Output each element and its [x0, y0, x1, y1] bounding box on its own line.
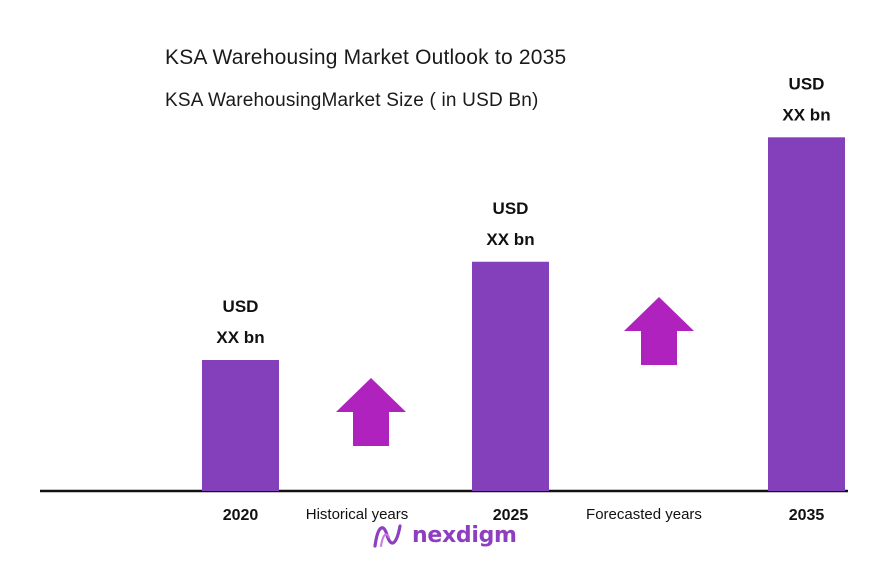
historical-years-label: Historical years — [306, 506, 409, 523]
bar-label-2035-currency: USD — [789, 74, 825, 93]
x-tick-label-2025: 2025 — [493, 507, 529, 524]
nexdigm-logo: nexdigm — [372, 520, 517, 550]
bar-label-2020-value: XX bn — [216, 328, 264, 347]
bar-label-2020-currency: USD — [223, 297, 259, 316]
forecasted-years-label: Forecasted years — [586, 506, 702, 523]
x-tick-label-2020: 2020 — [223, 507, 259, 524]
bar-2020 — [202, 360, 279, 491]
nexdigm-wave-icon — [373, 524, 402, 548]
bar-label-2025-value: XX bn — [486, 230, 534, 249]
chart-subtitle: KSA WarehousingMarket Size ( in USD Bn) — [165, 90, 539, 111]
growth-arrow-historical-icon — [336, 378, 406, 446]
bar-2035 — [768, 137, 845, 492]
x-tick-label-2035: 2035 — [789, 507, 825, 524]
growth-arrow-forecast-icon — [624, 297, 694, 365]
bar-label-2035-value: XX bn — [782, 105, 830, 124]
logo-text: nexdigm — [412, 522, 517, 548]
bar-label-2025-currency: USD — [493, 199, 529, 218]
bar-2025 — [472, 261, 549, 491]
chart-title: KSA Warehousing Market Outlook to 2035 — [165, 46, 567, 69]
